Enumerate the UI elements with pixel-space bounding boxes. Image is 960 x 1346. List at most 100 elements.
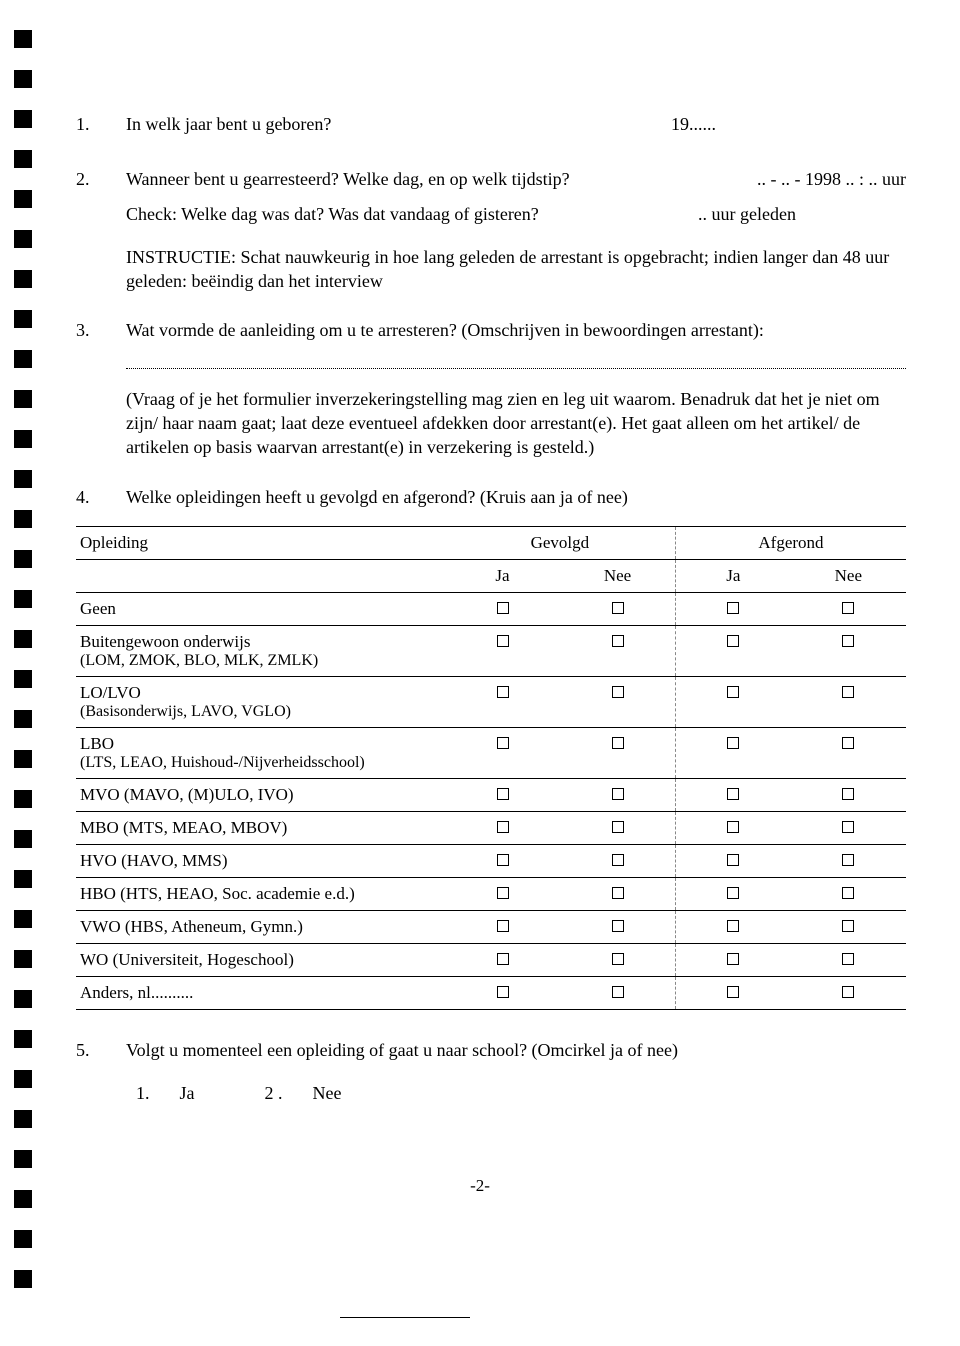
checkbox-cell[interactable] (791, 845, 906, 878)
checkbox-cell[interactable] (445, 593, 560, 626)
checkbox-cell[interactable] (675, 626, 790, 677)
education-label: MBO (MTS, MEAO, MBOV) (76, 812, 445, 845)
table-row: WO (Universiteit, Hogeschool) (76, 944, 906, 977)
checkbox-cell[interactable] (791, 911, 906, 944)
question-2: 2. Wanneer bent u gearresteerd? Welke da… (76, 169, 906, 190)
checkbox-cell[interactable] (445, 977, 560, 1010)
checkbox-cell[interactable] (791, 677, 906, 728)
checkbox-cell[interactable] (791, 812, 906, 845)
checkbox-cell[interactable] (675, 911, 790, 944)
checkbox-cell[interactable] (560, 626, 675, 677)
education-label: MVO (MAVO, (M)ULO, IVO) (76, 779, 445, 812)
question-5: 5. Volgt u momenteel een opleiding of ga… (76, 1040, 906, 1061)
checkbox-cell[interactable] (560, 977, 675, 1010)
option-number: 2 . (265, 1083, 283, 1104)
table-row: LBO(LTS, LEAO, Huishoud-/Nijverheidsscho… (76, 728, 906, 779)
checkbox-icon (497, 737, 509, 749)
checkbox-cell[interactable] (675, 944, 790, 977)
checkbox-icon (842, 686, 854, 698)
checkbox-cell[interactable] (560, 878, 675, 911)
checkbox-cell[interactable] (445, 728, 560, 779)
question-number: 2. (76, 169, 126, 190)
checkbox-icon (842, 920, 854, 932)
checkbox-cell[interactable] (445, 845, 560, 878)
checkbox-icon (727, 686, 739, 698)
checkbox-icon (612, 686, 624, 698)
checkbox-icon (842, 737, 854, 749)
checkbox-cell[interactable] (560, 779, 675, 812)
checkbox-icon (842, 986, 854, 998)
checkbox-cell[interactable] (675, 677, 790, 728)
checkbox-cell[interactable] (560, 812, 675, 845)
checkbox-cell[interactable] (445, 812, 560, 845)
checkbox-cell[interactable] (791, 977, 906, 1010)
checkbox-icon (727, 920, 739, 932)
checkbox-cell[interactable] (560, 677, 675, 728)
table-row: VWO (HBS, Atheneum, Gymn.) (76, 911, 906, 944)
checkbox-cell[interactable] (675, 728, 790, 779)
table-row: Geen (76, 593, 906, 626)
answer-blank-hours[interactable]: .. uur geleden (698, 204, 796, 225)
table-row: LO/LVO(Basisonderwijs, LAVO, VGLO) (76, 677, 906, 728)
checkbox-cell[interactable] (445, 911, 560, 944)
option-label: Nee (313, 1083, 342, 1104)
checkbox-cell[interactable] (791, 728, 906, 779)
answer-blank-date[interactable]: .. - .. - 1998 .. : .. uur (757, 169, 906, 190)
option-nee[interactable]: 2 . Nee (265, 1083, 342, 1104)
checkbox-cell[interactable] (675, 878, 790, 911)
checkbox-cell[interactable] (675, 593, 790, 626)
education-table: Opleiding Gevolgd Afgerond Ja Nee Ja Nee… (76, 526, 906, 1010)
checkbox-cell[interactable] (675, 977, 790, 1010)
checkbox-icon (842, 602, 854, 614)
checkbox-cell[interactable] (445, 878, 560, 911)
subheader-nee: Nee (560, 560, 675, 593)
table-row: MVO (MAVO, (M)ULO, IVO) (76, 779, 906, 812)
checkbox-cell[interactable] (675, 779, 790, 812)
checkbox-cell[interactable] (675, 845, 790, 878)
col-header-gevolgd: Gevolgd (445, 527, 676, 560)
checkbox-cell[interactable] (560, 728, 675, 779)
checkbox-cell[interactable] (560, 845, 675, 878)
checkbox-cell[interactable] (791, 944, 906, 977)
question-2-check: Check: Welke dag was dat? Was dat vandaa… (126, 204, 906, 225)
checkbox-icon (612, 635, 624, 647)
subheader-ja: Ja (675, 560, 790, 593)
question-3-note: (Vraag of je het formulier inverzekering… (126, 387, 906, 460)
checkbox-cell[interactable] (445, 677, 560, 728)
checkbox-cell[interactable] (791, 878, 906, 911)
checkbox-icon (497, 854, 509, 866)
education-label: Buitengewoon onderwijs(LOM, ZMOK, BLO, M… (76, 626, 445, 677)
checkbox-cell[interactable] (445, 626, 560, 677)
checkbox-cell[interactable] (560, 911, 675, 944)
checkbox-cell[interactable] (791, 593, 906, 626)
answer-blank-year[interactable]: 19...... (671, 114, 716, 135)
subheader-ja: Ja (445, 560, 560, 593)
question-text: Wanneer bent u gearresteerd? Welke dag, … (126, 169, 570, 190)
education-label: Geen (76, 593, 445, 626)
education-label: Anders, nl.......... (76, 977, 445, 1010)
checkbox-icon (612, 887, 624, 899)
checkbox-icon (497, 686, 509, 698)
option-ja[interactable]: 1. Ja (136, 1083, 195, 1104)
checkbox-icon (727, 737, 739, 749)
checkbox-cell[interactable] (560, 593, 675, 626)
checkbox-cell[interactable] (791, 626, 906, 677)
checkbox-cell[interactable] (560, 944, 675, 977)
checkbox-icon (727, 854, 739, 866)
question-number: 5. (76, 1040, 126, 1061)
checkbox-cell[interactable] (675, 812, 790, 845)
checkbox-icon (727, 986, 739, 998)
checkbox-icon (612, 953, 624, 965)
checkbox-icon (727, 953, 739, 965)
option-label: Ja (180, 1083, 195, 1104)
checkbox-cell[interactable] (791, 779, 906, 812)
checkbox-icon (727, 602, 739, 614)
question-number: 3. (76, 320, 126, 341)
answer-dotted-line[interactable] (126, 355, 906, 369)
education-label: LBO(LTS, LEAO, Huishoud-/Nijverheidsscho… (76, 728, 445, 779)
spiral-binding-marks (14, 30, 32, 1288)
checkbox-cell[interactable] (445, 779, 560, 812)
question-text: Wat vormde de aanleiding om u te arreste… (126, 320, 906, 341)
checkbox-cell[interactable] (445, 944, 560, 977)
checkbox-icon (497, 920, 509, 932)
